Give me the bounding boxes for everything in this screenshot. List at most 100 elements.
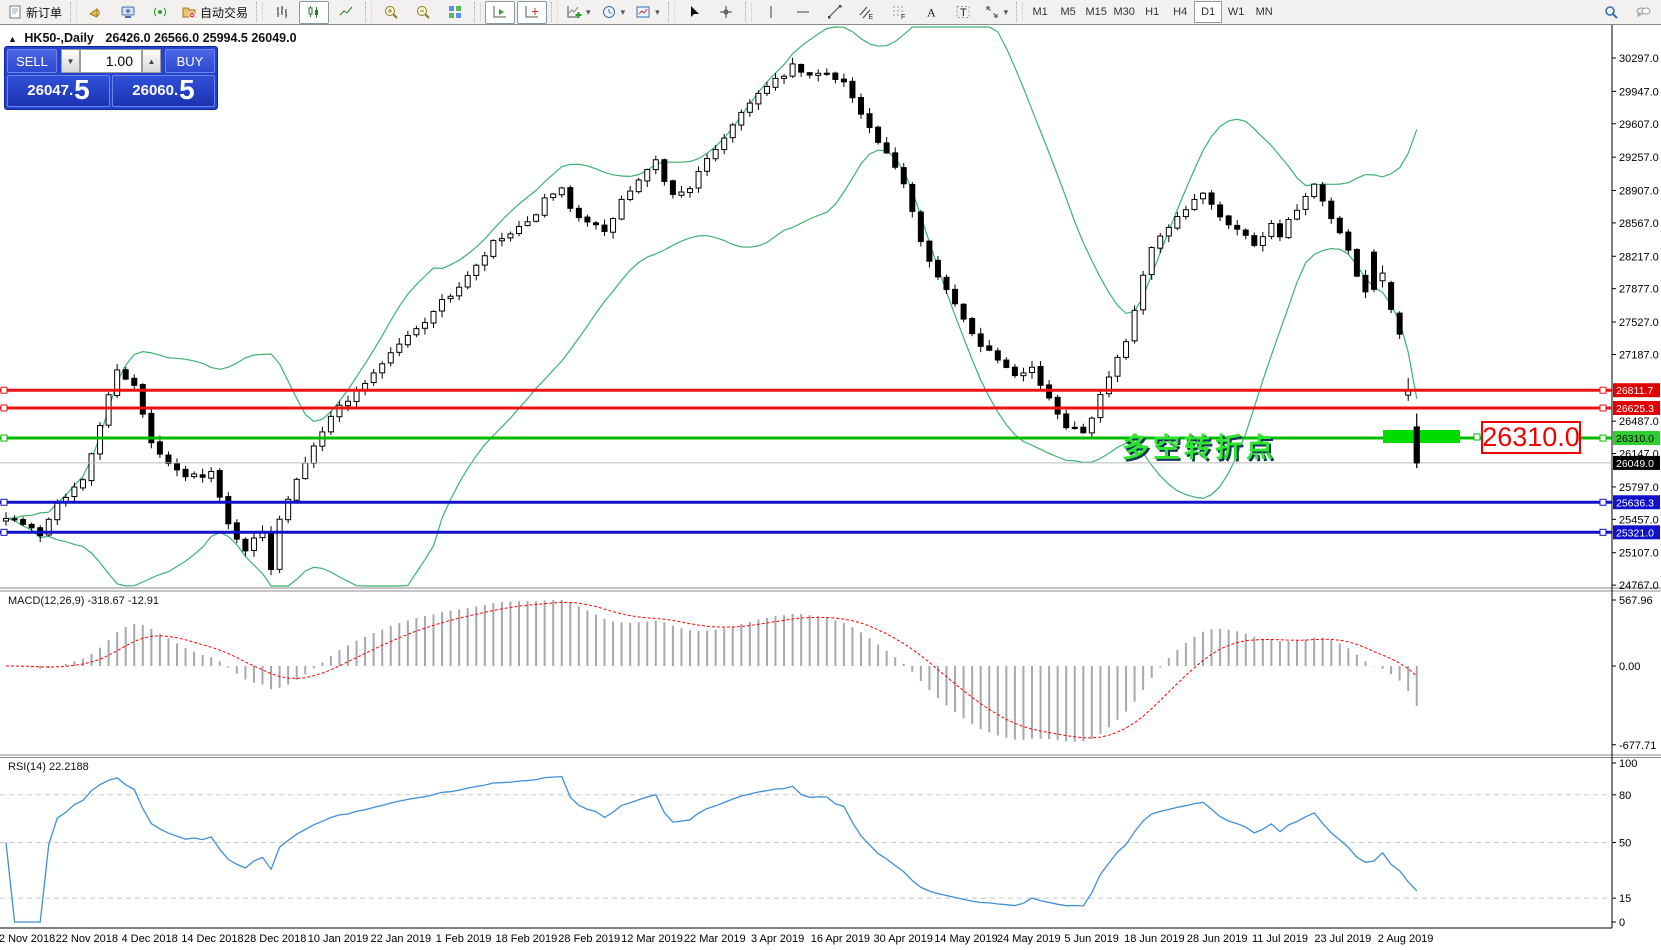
price-tick-label: 28217.0: [1619, 251, 1659, 263]
fibonacci-icon[interactable]: F: [884, 1, 914, 24]
macd-tick-label: 567.96: [1619, 595, 1653, 607]
turning-point-annotation[interactable]: 多空转折点: [1122, 433, 1277, 463]
chevron-down-icon[interactable]: ▾: [1003, 6, 1009, 17]
line-chart-icon: [338, 4, 354, 20]
sell-button[interactable]: SELL: [7, 49, 57, 73]
zoom-out-icon[interactable]: [408, 1, 438, 24]
line-handle[interactable]: [0, 498, 8, 506]
date-label: 16 Apr 2019: [811, 933, 870, 945]
bar-chart-icon[interactable]: [267, 1, 297, 24]
price-tick-label: 29607.0: [1619, 119, 1659, 131]
new-order-button[interactable]: 新订单: [3, 1, 66, 24]
buy-price-main: 26060: [132, 82, 174, 99]
toolbar-separator: [744, 2, 752, 22]
rsi-tick-label: 100: [1619, 758, 1637, 770]
date-label: 28 Jun 2019: [1187, 933, 1248, 945]
timeframe-h4[interactable]: H4: [1173, 6, 1188, 18]
timeframe-m30[interactable]: M30: [1113, 6, 1135, 18]
templates-icon[interactable]: ▾: [631, 1, 664, 24]
price-tick-label: 24767.0: [1619, 580, 1659, 592]
svg-text:E: E: [868, 14, 873, 20]
date-label: 14 May 2019: [934, 933, 998, 945]
trendline-icon[interactable]: [820, 1, 850, 24]
timeframe-h1[interactable]: H1: [1145, 6, 1160, 18]
line-handle[interactable]: [0, 386, 8, 394]
chart-shift-icon[interactable]: [517, 0, 548, 24]
chevron-down-icon[interactable]: ▾: [620, 6, 626, 17]
zoom-in-icon[interactable]: [376, 1, 406, 24]
indicators-add-icon[interactable]: ▾: [562, 1, 595, 24]
date-label: 22 Nov 2018: [56, 933, 118, 945]
terminal-icon[interactable]: [113, 1, 143, 24]
price-tags: 26811.7 26625.3 26310.0 26049.0 25636.3 25321…: [1613, 383, 1660, 540]
toolbar: 新订单 自动交易 ▾ ▾ ▾ E F A T ▾ M1 M5 M15 M30 H1 H4 D1 W1 MN: [0, 0, 1661, 25]
arrows-icon[interactable]: ▾: [980, 1, 1013, 24]
chart-shift-icon: [524, 4, 540, 20]
line-chart-icon[interactable]: [331, 1, 361, 24]
date-label: 24 May 2019: [997, 933, 1061, 945]
timeframe-mn[interactable]: MN: [1255, 6, 1273, 18]
chevron-down-icon[interactable]: ▾: [586, 6, 591, 17]
line-handle[interactable]: [1599, 434, 1607, 442]
timeframe-m5[interactable]: M5: [1060, 6, 1076, 18]
line-handle[interactable]: [0, 434, 8, 442]
crosshair-icon: [718, 4, 734, 20]
vertical-line-icon[interactable]: [756, 1, 786, 24]
toolbar-separator: [70, 2, 78, 22]
level-lines: [0, 386, 1612, 536]
volume-input[interactable]: 1.00: [80, 49, 142, 73]
buy-price-button[interactable]: 26060. 5: [112, 75, 215, 107]
highlight-bar[interactable]: [1383, 430, 1460, 443]
crosshair-icon[interactable]: [711, 1, 741, 24]
price-tick-label: 25457.0: [1619, 514, 1659, 526]
text-label-icon[interactable]: T: [948, 1, 978, 24]
candlestick-chart-icon[interactable]: [299, 0, 330, 24]
chart-title: ▲ HK50-,Daily 26426.0 26566.0 25994.5 26…: [8, 31, 297, 45]
timeframe-m1[interactable]: M1: [1032, 6, 1048, 18]
collapse-panel-icon[interactable]: ▲: [8, 34, 17, 44]
volume-decrease-button[interactable]: ▼: [61, 49, 80, 73]
chevron-down-icon[interactable]: ▾: [655, 6, 660, 17]
timeframe-w1[interactable]: W1: [1227, 6, 1245, 18]
line-handle[interactable]: [0, 528, 8, 536]
toolbar-separator: [551, 2, 559, 22]
tile-windows-icon[interactable]: [440, 1, 470, 24]
auto-scroll-icon[interactable]: [485, 0, 516, 24]
line-handle[interactable]: [1599, 404, 1607, 412]
line-handle[interactable]: [1599, 528, 1607, 536]
buy-price-dot: .: [173, 82, 179, 99]
line-handle[interactable]: [0, 404, 8, 412]
signals-icon[interactable]: [145, 1, 175, 24]
price-tag-label: 26811.7: [1616, 385, 1653, 397]
rsi-tick-label: 0: [1619, 917, 1625, 929]
equidistant-channel-icon[interactable]: E: [852, 1, 882, 24]
line-handle[interactable]: [1599, 498, 1607, 506]
search-icon[interactable]: [1596, 1, 1626, 24]
chat-icon[interactable]: [1628, 1, 1658, 24]
cursor-icon[interactable]: [679, 1, 709, 24]
volume-increase-button[interactable]: ▲: [142, 49, 161, 73]
svg-text:A: A: [927, 6, 936, 20]
date-label: 30 Apr 2019: [874, 933, 933, 945]
buy-button[interactable]: BUY: [165, 49, 215, 73]
autotrading-button[interactable]: 自动交易: [177, 1, 252, 24]
periods-icon[interactable]: ▾: [597, 1, 630, 24]
horizontal-line-icon[interactable]: [788, 1, 818, 24]
callout-anchor-handle[interactable]: [1473, 433, 1481, 441]
timeframe-d1[interactable]: D1: [1194, 1, 1223, 23]
buy-price-big-digit: 5: [179, 74, 195, 105]
line-handle[interactable]: [1599, 386, 1607, 394]
date-label: 4 Dec 2018: [121, 933, 177, 945]
date-label: 12 Mar 2019: [621, 933, 683, 945]
sell-price-dot: .: [68, 82, 74, 99]
one-click-trading-panel: SELL ▼ 1.00 ▲ BUY 26047. 5 26060. 5: [4, 46, 218, 110]
megaphone-icon[interactable]: [81, 1, 111, 24]
timeframe-m15[interactable]: M15: [1085, 6, 1107, 18]
rsi-tick-label: 50: [1619, 838, 1631, 850]
sell-price-button[interactable]: 26047. 5: [7, 75, 110, 107]
price-callout-box[interactable]: 26310.0: [1481, 421, 1581, 454]
text-icon[interactable]: A: [916, 1, 946, 24]
